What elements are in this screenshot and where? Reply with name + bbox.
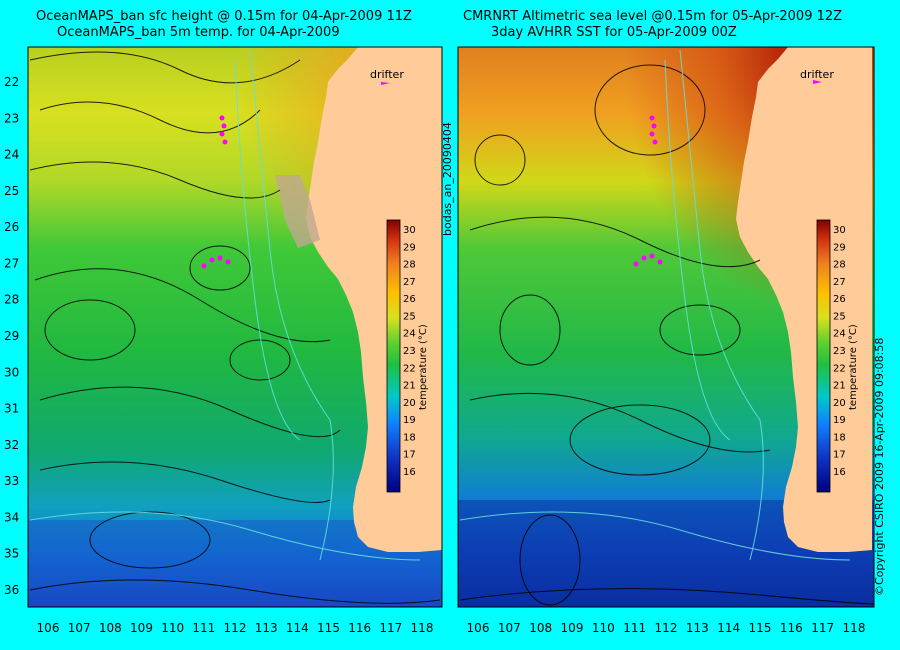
colorbar-tick-label: 28 — [833, 260, 846, 271]
colorbar-tick-label: 20 — [833, 398, 846, 409]
lat-tick-label: 29 — [4, 329, 19, 343]
colorbar-tick-label: 17 — [833, 450, 846, 461]
lat-tick-label: 31 — [4, 402, 19, 416]
right-drifter-legend-marker — [813, 80, 822, 84]
colorbar-tick-label: 24 — [833, 329, 846, 340]
lat-tick-label: 34 — [4, 510, 19, 524]
lon-tick-label: 111 — [192, 621, 215, 635]
lon-tick-label: 110 — [592, 621, 615, 635]
lon-tick-label: 118 — [411, 621, 434, 635]
lon-tick-label: 109 — [561, 621, 584, 635]
right-bathymetry-lines — [459, 49, 851, 561]
latitude-ticks: 22 23 24 25 26 27 28 29 30 31 32 33 34 35 36 — [4, 75, 19, 597]
lat-tick-label: 32 — [4, 438, 19, 452]
longitude-ticks: 106 107 108 109 110 111 112 113 114 115 116 117 118 1… — [37, 621, 866, 635]
left-drifter-label: drifter — [370, 68, 404, 81]
lat-tick-label: 23 — [4, 111, 19, 125]
lat-tick-label: 30 — [4, 365, 19, 379]
colorbar-tick-label: 23 — [403, 346, 416, 357]
lat-tick-label: 33 — [4, 474, 19, 488]
lon-tick-label: 115 — [317, 621, 340, 635]
colorbar-tick-label: 27 — [403, 277, 416, 288]
lat-tick-label: 28 — [4, 293, 19, 307]
colorbar-tick-label: 16 — [403, 467, 416, 478]
colorbar-tick-label: 27 — [833, 277, 846, 288]
lat-tick-label: 26 — [4, 220, 19, 234]
lon-tick-label: 111 — [623, 621, 646, 635]
lon-tick-label: 115 — [749, 621, 772, 635]
colorbar-tick-label: 30 — [833, 225, 846, 236]
colorbar-tick-label: 24 — [403, 329, 416, 340]
left-bathymetry-lines — [29, 49, 421, 561]
right-title-line1: CMRNRT Altimetric sea level @0.15m for 0… — [463, 9, 843, 24]
colorbar-tick-label: 26 — [833, 294, 846, 305]
lon-tick-label: 114 — [717, 621, 740, 635]
lon-tick-label: 116 — [780, 621, 803, 635]
lon-tick-label: 118 — [843, 621, 866, 635]
colorbar-tick-label: 22 — [833, 363, 846, 374]
colorbar-tick-label: 29 — [833, 242, 846, 253]
left-title-line1: OceanMAPS_ban sfc height @ 0.15m for 04-… — [36, 9, 412, 24]
colorbar-tick-label: 23 — [833, 346, 846, 357]
lon-tick-label: 114 — [286, 621, 309, 635]
lon-tick-label: 106 — [37, 621, 60, 635]
lon-tick-label: 107 — [498, 621, 521, 635]
colorbar-tick-label: 21 — [833, 381, 846, 392]
lat-tick-label: 25 — [4, 184, 19, 198]
left-drifter-legend-marker — [381, 82, 390, 85]
colorbar-tick-label: 28 — [403, 260, 416, 271]
colorbar-tick-label: 25 — [403, 311, 416, 322]
lon-tick-label: 106 — [467, 621, 490, 635]
right-map-panel: drifter — [458, 47, 874, 607]
left-sea-level-contours — [29, 51, 441, 604]
lon-tick-label: 117 — [811, 621, 834, 635]
left-colorbar: 30 29 28 27 26 25 24 23 22 21 20 19 18 17 16 — [386, 219, 416, 493]
lat-tick-label: 36 — [4, 583, 19, 597]
left-drifter-tracks — [201, 115, 231, 269]
lon-tick-label: 112 — [224, 621, 247, 635]
lat-tick-label: 35 — [4, 547, 19, 561]
lon-tick-label: 107 — [68, 621, 91, 635]
left-title-line2: OceanMAPS_ban 5m temp. for 04-Apr-2009 — [57, 25, 340, 40]
colorbar-tick-label: 18 — [403, 432, 416, 443]
lon-tick-label: 116 — [348, 621, 371, 635]
colorbar-tick-label: 18 — [833, 432, 846, 443]
lat-tick-label: 27 — [4, 256, 19, 270]
right-drifter-label: drifter — [800, 68, 834, 81]
right-title-line2: 3day AVHRR SST for 05-Apr-2009 00Z — [491, 25, 737, 40]
right-colorbar-label: temperature (°C) — [848, 324, 859, 410]
colorbar-tick-label: 30 — [403, 225, 416, 236]
lat-tick-label: 24 — [4, 148, 19, 162]
side-run-label: bodas_an_20090404 — [441, 122, 454, 236]
right-colorbar: 30 29 28 27 26 25 24 23 22 21 20 19 18 17 16 — [816, 219, 846, 493]
colorbar-tick-label: 19 — [833, 415, 846, 426]
left-map-panel: drifter — [28, 47, 442, 607]
colorbar-tick-label: 19 — [403, 415, 416, 426]
lon-tick-label: 110 — [161, 621, 184, 635]
lat-tick-label: 22 — [4, 75, 19, 89]
colorbar-tick-label: 22 — [403, 363, 416, 374]
colorbar-tick-label: 20 — [403, 398, 416, 409]
lon-tick-label: 117 — [379, 621, 402, 635]
left-colorbar-label: temperature (°C) — [418, 324, 429, 410]
colorbar-tick-label: 26 — [403, 294, 416, 305]
lon-tick-label: 108 — [99, 621, 122, 635]
lon-tick-label: 112 — [655, 621, 678, 635]
lon-tick-label: 113 — [686, 621, 709, 635]
lon-tick-label: 113 — [255, 621, 278, 635]
lon-tick-label: 109 — [130, 621, 153, 635]
lon-tick-label: 108 — [529, 621, 552, 635]
right-drifter-tracks — [633, 115, 663, 267]
colorbar-tick-label: 21 — [403, 381, 416, 392]
colorbar-tick-label: 25 — [833, 311, 846, 322]
copyright-label: ©Copyright CSIRO 2009 16-Apr-2009 09:08:… — [873, 337, 886, 596]
colorbar-tick-label: 29 — [403, 242, 416, 253]
right-sea-level-contours — [459, 64, 874, 606]
colorbar-tick-label: 16 — [833, 467, 846, 478]
colorbar-tick-label: 17 — [403, 450, 416, 461]
